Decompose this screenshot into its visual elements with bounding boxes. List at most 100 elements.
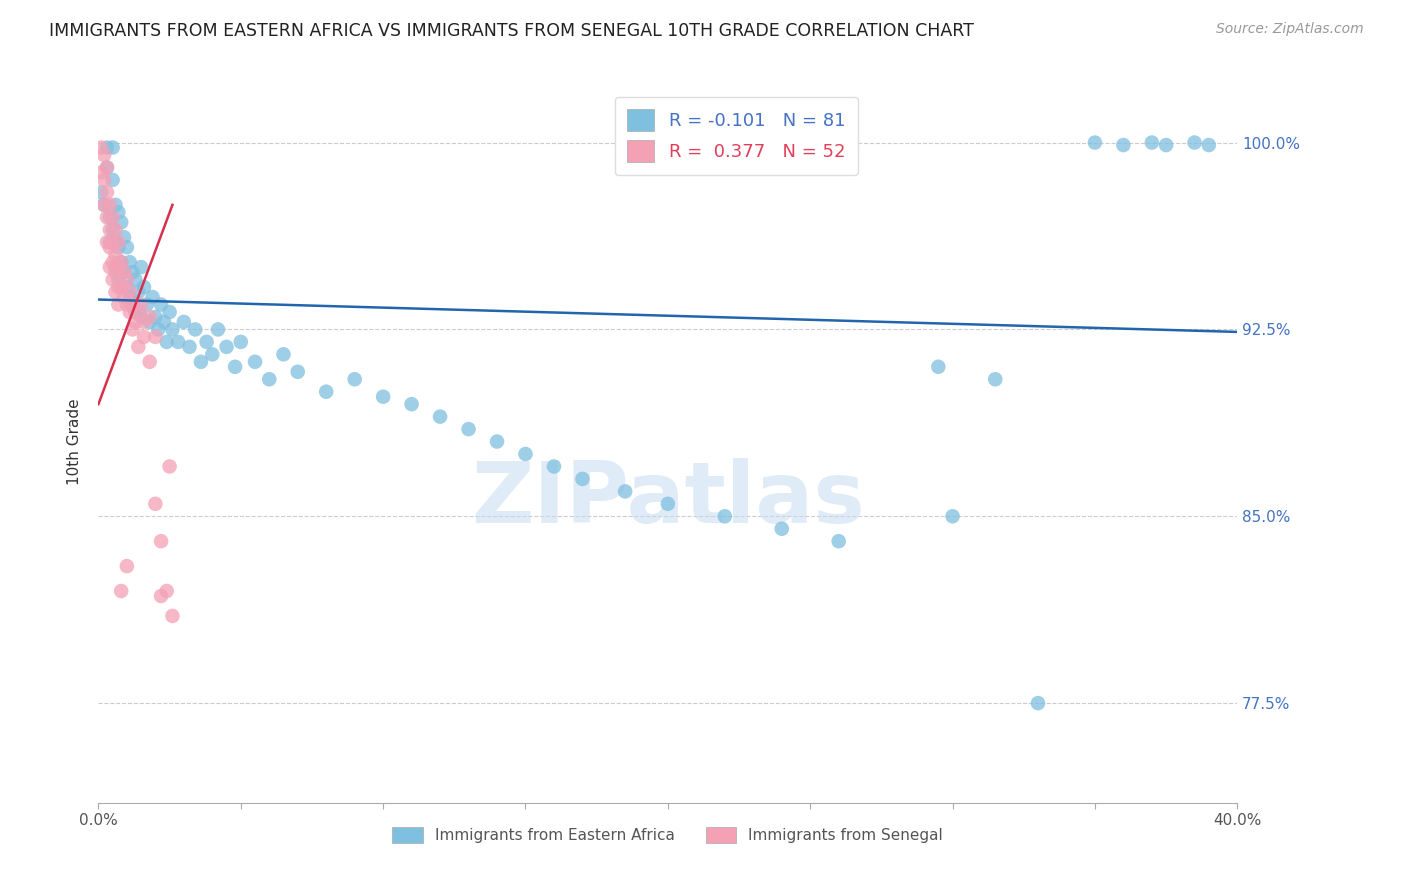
Point [1140,136,1163,150]
Point [112,290,135,304]
Point [138,315,160,329]
Point [156,334,179,349]
Point [121,297,143,311]
Point [138,310,160,324]
Point [150,589,173,603]
Point [112,265,135,279]
Point [132,280,155,294]
Point [121,297,143,311]
Point [401,397,423,411]
Point [457,422,479,436]
Point [104,260,127,274]
Point [107,235,129,250]
Point [101,211,124,225]
Point [1084,136,1107,150]
Point [96,161,118,175]
Point [118,255,141,269]
Point [90,186,112,200]
Point [121,322,143,336]
Point [101,235,124,250]
Point [1184,136,1206,150]
Point [101,255,124,269]
Point [215,340,238,354]
Point [828,534,851,549]
Y-axis label: 10th Grade: 10th Grade [67,398,83,485]
Point [127,340,149,354]
Point [104,248,127,262]
Point [98,260,121,274]
Point [90,165,112,179]
Point [614,484,637,499]
Point [190,355,212,369]
Point [543,459,565,474]
Point [96,186,118,200]
Point [121,265,143,279]
Point [107,240,129,254]
Point [115,280,138,294]
Point [101,272,124,286]
Point [162,322,184,336]
Point [148,322,170,336]
Point [101,173,124,187]
Point [110,255,132,269]
Point [104,285,127,299]
Point [132,330,155,344]
Point [124,315,146,329]
Point [770,522,793,536]
Point [1112,138,1135,153]
Point [1154,138,1177,153]
Point [107,297,129,311]
Text: Source: ZipAtlas.com: Source: ZipAtlas.com [1216,22,1364,37]
Point [98,235,121,250]
Point [93,198,115,212]
Point [138,355,160,369]
Point [115,272,138,286]
Point [101,140,124,154]
Point [107,205,129,219]
Point [104,223,127,237]
Point [287,365,309,379]
Point [156,584,179,599]
Point [150,297,173,311]
Point [110,215,132,229]
Point [1026,696,1049,710]
Point [118,305,141,319]
Point [110,584,132,599]
Point [127,305,149,319]
Point [115,297,138,311]
Point [96,235,118,250]
Point [98,211,121,225]
Point [942,509,965,524]
Point [118,285,141,299]
Point [224,359,246,374]
Point [195,334,218,349]
Point [179,340,201,354]
Point [141,290,163,304]
Point [984,372,1007,386]
Point [429,409,451,424]
Point [162,609,184,624]
Point [124,305,146,319]
Point [150,534,173,549]
Point [515,447,537,461]
Point [96,140,118,154]
Point [115,240,138,254]
Point [93,173,115,187]
Point [259,372,281,386]
Point [93,198,115,212]
Point [657,497,679,511]
Point [373,390,395,404]
Legend: Immigrants from Eastern Africa, Immigrants from Senegal: Immigrants from Eastern Africa, Immigran… [387,822,949,849]
Point [129,310,152,324]
Point [159,305,181,319]
Point [124,272,146,286]
Text: IMMIGRANTS FROM EASTERN AFRICA VS IMMIGRANTS FROM SENEGAL 10TH GRADE CORRELATION: IMMIGRANTS FROM EASTERN AFRICA VS IMMIGR… [49,22,974,40]
Point [112,265,135,279]
Text: ZIPatlas: ZIPatlas [471,458,865,541]
Point [201,347,224,361]
Point [107,260,129,274]
Point [127,285,149,299]
Point [107,280,129,294]
Point [110,255,132,269]
Point [112,230,135,244]
